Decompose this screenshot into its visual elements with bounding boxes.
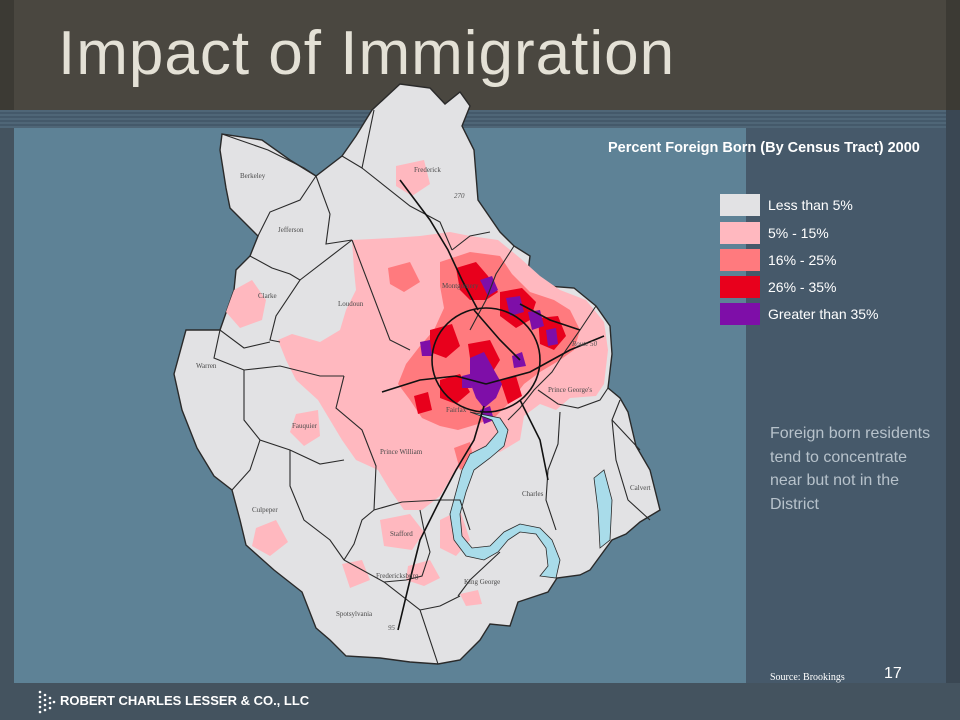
label-montgomery: Montgomery: [442, 282, 479, 290]
right-edge-strip: [946, 110, 960, 720]
legend-swatch: [720, 249, 760, 271]
label-prince-georges: Prince George's: [548, 386, 592, 394]
legend-label: 26% - 35%: [768, 279, 837, 295]
label-route-270: 270: [454, 192, 465, 200]
header-left-stripe: [0, 0, 14, 110]
legend-item-5-15: 5% - 15%: [720, 222, 940, 244]
label-charles: Charles: [522, 490, 544, 498]
label-prince-william: Prince William: [380, 448, 423, 456]
label-fredericksburg: Fredericksburg: [376, 572, 419, 580]
label-loudoun: Loudoun: [338, 300, 364, 308]
slide-footer: [0, 683, 960, 720]
legend-item-16-25: 16% - 25%: [720, 249, 940, 271]
label-jefferson: Jefferson: [278, 226, 304, 234]
label-frederick: Frederick: [414, 166, 441, 174]
label-calvert: Calvert: [630, 484, 651, 492]
legend-swatch: [720, 303, 760, 325]
potomac-river: [449, 411, 561, 579]
right-panel-background: [746, 128, 946, 683]
label-fauquier: Fauquier: [292, 422, 318, 430]
label-warren: Warren: [196, 362, 217, 370]
label-spotsylvania: Spotsylvania: [336, 610, 373, 618]
company-logo-icon: [38, 690, 56, 714]
legend-title: Percent Foreign Born (By Census Tract) 2…: [608, 140, 920, 156]
legend-swatch: [720, 194, 760, 216]
legend-item-under-5: Less than 5%: [720, 194, 940, 216]
label-route-95: 95: [388, 624, 396, 632]
label-route-50: Route 50: [571, 340, 598, 348]
label-culpeper: Culpeper: [252, 506, 278, 514]
highways: [381, 179, 605, 631]
striped-band: [0, 110, 960, 128]
label-berkeley: Berkeley: [240, 172, 266, 180]
label-fairfax: Fairfax: [446, 406, 467, 414]
header-right-stripe: [946, 0, 960, 110]
legend-label: Greater than 35%: [768, 306, 879, 322]
legend-item-26-35: 26% - 35%: [720, 276, 940, 298]
legend-label: Less than 5%: [768, 197, 853, 213]
legend-swatch: [720, 276, 760, 298]
label-stafford: Stafford: [390, 530, 413, 538]
label-king-george: King George: [464, 578, 500, 586]
caption-text: Foreign born residents tend to concentra…: [770, 425, 931, 513]
slide-title: Impact of Immigration: [58, 19, 676, 88]
legend-swatch: [720, 222, 760, 244]
legend-label: 16% - 25%: [768, 252, 837, 268]
county-labels: Berkeley Frederick Jefferson Clarke Loud…: [196, 166, 651, 632]
source-note: Source: Brookings: [770, 672, 845, 683]
slide-header: [0, 0, 960, 110]
legend-item-over-35: Greater than 35%: [720, 303, 940, 325]
company-name: ROBERT CHARLES LESSER & CO., LLC: [60, 693, 310, 708]
bay-inlet: [593, 469, 613, 549]
page-number: 17: [884, 665, 902, 682]
legend-label: 5% - 15%: [768, 225, 829, 241]
label-clarke: Clarke: [258, 292, 277, 300]
